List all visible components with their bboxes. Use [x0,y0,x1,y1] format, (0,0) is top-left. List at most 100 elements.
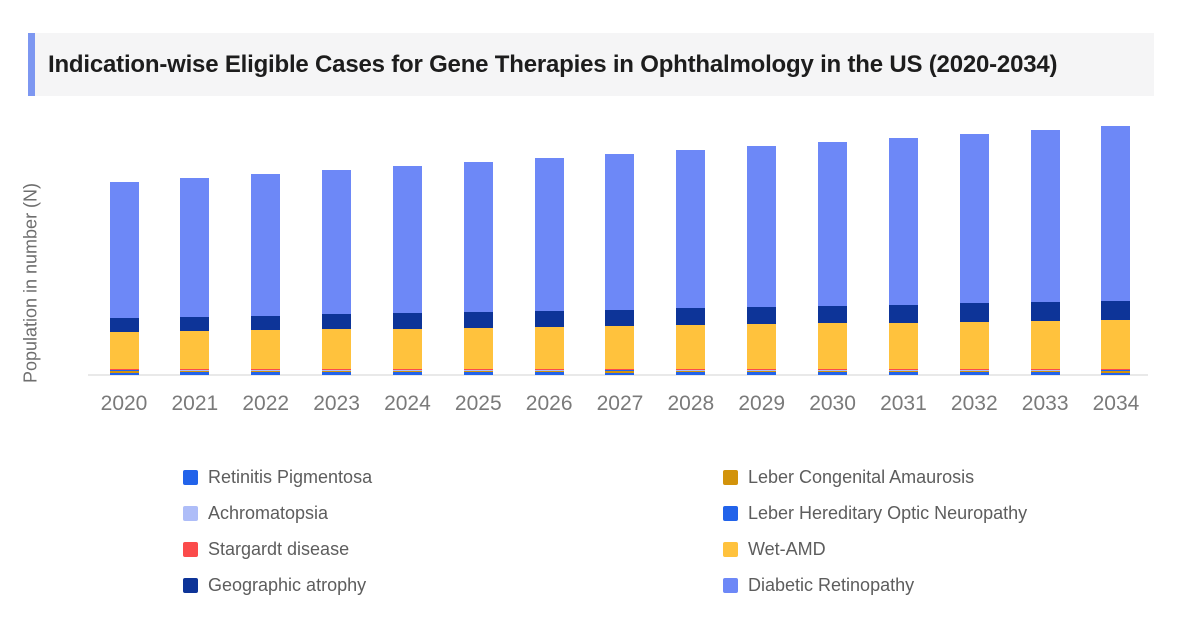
bar-segment-achromatopsia[interactable] [605,370,635,371]
bar-segment-geographic-atrophy[interactable] [818,305,848,324]
bar-segment-diabetic-retinopathy[interactable] [959,134,989,304]
bar-segment-wet-amd[interactable] [818,323,848,369]
bar-segment-diabetic-retinopathy[interactable] [180,178,210,317]
bar-segment-geographic-atrophy[interactable] [322,314,352,330]
bar-segment-stargardt-disease[interactable] [463,368,493,370]
bar-segment-leber-congenital-amaurosis[interactable] [888,370,918,373]
bar-segment-stargardt-disease[interactable] [676,368,706,370]
bar-segment-leber-congenital-amaurosis[interactable] [818,370,848,373]
bar-segment-stargardt-disease[interactable] [180,368,210,370]
bar-segment-achromatopsia[interactable] [888,370,918,371]
bar-segment-stargardt-disease[interactable] [392,368,422,370]
bar-segment-leber-congenital-amaurosis[interactable] [463,370,493,373]
bar-segment-diabetic-retinopathy[interactable] [534,158,564,311]
bar-segment-diabetic-retinopathy[interactable] [1101,126,1131,301]
legend-item-stargardt-disease[interactable]: Stargardt disease [183,531,372,567]
bar-segment-wet-amd[interactable] [1101,320,1131,369]
bar-2030[interactable] [818,142,848,375]
legend-item-achromatopsia[interactable]: Achromatopsia [183,495,372,531]
bar-segment-retinitis-pigmentosa[interactable] [888,372,918,375]
bar-segment-achromatopsia[interactable] [1030,370,1060,371]
bar-segment-diabetic-retinopathy[interactable] [747,146,777,308]
legend-item-wet-amd[interactable]: Wet-AMD [723,531,1027,567]
bar-segment-achromatopsia[interactable] [392,370,422,371]
bar-segment-achromatopsia[interactable] [463,370,493,371]
bar-segment-diabetic-retinopathy[interactable] [818,142,848,306]
bar-segment-retinitis-pigmentosa[interactable] [818,372,848,375]
bar-segment-wet-amd[interactable] [959,321,989,369]
bar-segment-geographic-atrophy[interactable] [463,311,493,328]
bar-segment-stargardt-disease[interactable] [1030,368,1060,370]
bar-segment-wet-amd[interactable] [322,329,352,369]
bar-segment-geographic-atrophy[interactable] [180,316,210,332]
bar-segment-leber-hereditary-optic-neuropathy[interactable] [747,369,777,371]
bar-segment-stargardt-disease[interactable] [605,369,635,370]
bar-segment-leber-hereditary-optic-neuropathy[interactable] [251,369,281,371]
bar-2020[interactable] [109,182,139,375]
bar-segment-leber-congenital-amaurosis[interactable] [392,370,422,373]
bar-segment-retinitis-pigmentosa[interactable] [392,372,422,375]
legend-item-retinitis-pigmentosa[interactable]: Retinitis Pigmentosa [183,459,372,495]
bar-segment-leber-congenital-amaurosis[interactable] [109,371,139,373]
bar-segment-diabetic-retinopathy[interactable] [463,162,493,312]
bar-2024[interactable] [392,166,422,375]
bar-segment-leber-hereditary-optic-neuropathy[interactable] [818,369,848,371]
bar-segment-achromatopsia[interactable] [959,370,989,371]
bar-segment-achromatopsia[interactable] [109,370,139,371]
bar-2034[interactable] [1101,126,1131,375]
bar-2032[interactable] [959,134,989,375]
bar-segment-retinitis-pigmentosa[interactable] [959,372,989,375]
bar-segment-achromatopsia[interactable] [534,370,564,371]
bar-segment-leber-hereditary-optic-neuropathy[interactable] [959,369,989,371]
bar-segment-wet-amd[interactable] [392,328,422,369]
bar-segment-geographic-atrophy[interactable] [888,304,918,323]
bar-segment-leber-congenital-amaurosis[interactable] [676,370,706,373]
bar-segment-retinitis-pigmentosa[interactable] [1101,372,1131,375]
bar-segment-wet-amd[interactable] [109,332,139,369]
bar-segment-diabetic-retinopathy[interactable] [1030,130,1060,303]
bar-segment-leber-congenital-amaurosis[interactable] [747,370,777,373]
bar-segment-retinitis-pigmentosa[interactable] [534,372,564,375]
bar-segment-stargardt-disease[interactable] [534,368,564,370]
bar-segment-leber-congenital-amaurosis[interactable] [180,370,210,373]
bar-segment-leber-hereditary-optic-neuropathy[interactable] [463,369,493,371]
legend-item-diabetic-retinopathy[interactable]: Diabetic Retinopathy [723,567,1027,603]
bar-segment-leber-hereditary-optic-neuropathy[interactable] [888,369,918,371]
bar-segment-geographic-atrophy[interactable] [747,307,777,325]
bar-segment-retinitis-pigmentosa[interactable] [109,372,139,375]
bar-segment-wet-amd[interactable] [605,326,635,369]
bar-segment-leber-hereditary-optic-neuropathy[interactable] [109,370,139,371]
bar-2026[interactable] [534,158,564,375]
bar-segment-stargardt-disease[interactable] [1101,369,1131,370]
bar-segment-stargardt-disease[interactable] [109,369,139,370]
bar-segment-wet-amd[interactable] [251,330,281,369]
bar-segment-leber-congenital-amaurosis[interactable] [1101,371,1131,373]
bar-segment-leber-hereditary-optic-neuropathy[interactable] [180,369,210,371]
bar-segment-retinitis-pigmentosa[interactable] [1030,372,1060,375]
bar-segment-leber-congenital-amaurosis[interactable] [605,371,635,373]
bar-segment-geographic-atrophy[interactable] [251,315,281,331]
bar-segment-wet-amd[interactable] [888,322,918,369]
bar-segment-stargardt-disease[interactable] [959,368,989,370]
bar-segment-geographic-atrophy[interactable] [959,303,989,322]
bar-segment-achromatopsia[interactable] [676,370,706,371]
bar-segment-stargardt-disease[interactable] [888,368,918,370]
bar-segment-geographic-atrophy[interactable] [676,308,706,326]
bar-segment-achromatopsia[interactable] [180,370,210,371]
bar-segment-leber-hereditary-optic-neuropathy[interactable] [392,369,422,371]
bar-segment-geographic-atrophy[interactable] [534,310,564,327]
bar-segment-stargardt-disease[interactable] [251,368,281,370]
bar-segment-geographic-atrophy[interactable] [109,318,139,332]
bar-segment-retinitis-pigmentosa[interactable] [322,372,352,375]
legend-item-leber-hereditary-optic-neuropathy[interactable]: Leber Hereditary Optic Neuropathy [723,495,1027,531]
bar-segment-leber-hereditary-optic-neuropathy[interactable] [322,369,352,371]
bar-2028[interactable] [676,150,706,375]
bar-segment-leber-congenital-amaurosis[interactable] [959,370,989,373]
bar-segment-geographic-atrophy[interactable] [1030,302,1060,321]
bar-segment-stargardt-disease[interactable] [322,368,352,370]
bar-segment-leber-hereditary-optic-neuropathy[interactable] [534,369,564,371]
bar-segment-retinitis-pigmentosa[interactable] [605,372,635,375]
bar-segment-diabetic-retinopathy[interactable] [109,182,139,318]
bar-segment-retinitis-pigmentosa[interactable] [180,372,210,375]
bar-2029[interactable] [747,146,777,375]
